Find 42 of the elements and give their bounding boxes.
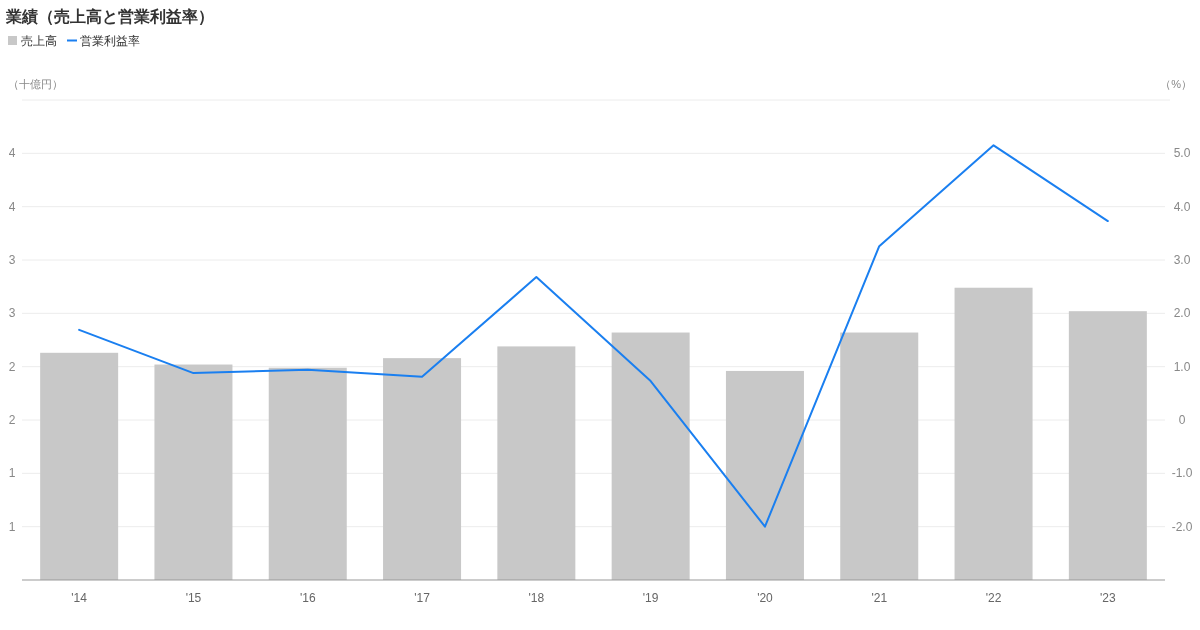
y2-tick-label: 4.0: [1173, 199, 1191, 214]
y-tick-label: 1: [8, 466, 16, 481]
y-tick-label: 4: [8, 146, 16, 161]
x-tick-label: '17: [414, 591, 431, 605]
x-tick-label: '20: [757, 591, 774, 605]
chart-title: 業績（売上高と営業利益率）: [5, 7, 214, 26]
y-axis-title: （十億円）: [8, 78, 63, 90]
y2-tick-label: -2.0: [1171, 519, 1193, 534]
y-tick-label: 1: [8, 519, 16, 534]
x-tick-label: '14: [71, 591, 88, 605]
y2-tick-label: 3.0: [1173, 253, 1191, 267]
x-tick-label: '23: [1100, 591, 1116, 605]
y-tick-label: 2: [8, 359, 16, 374]
bar: [1068, 311, 1147, 580]
y2-tick-label: 2.0: [1173, 306, 1191, 321]
x-tick-label: '18: [528, 591, 545, 605]
y2-tick-label: -1.0: [1171, 466, 1193, 481]
bar: [954, 287, 1033, 580]
x-tick-label: '21: [871, 591, 888, 605]
bar: [840, 332, 919, 580]
x-tick-label: '19: [642, 591, 659, 605]
legend-label: 売上高: [21, 34, 57, 48]
x-tick-label: '16: [299, 591, 316, 605]
bar: [40, 352, 119, 580]
x-tick-label: '15: [185, 591, 202, 605]
y2-tick-label: 1.0: [1173, 359, 1191, 374]
y2-tick-label: 5.0: [1173, 146, 1191, 161]
x-tick-label: '22: [985, 591, 1002, 605]
bar: [268, 367, 347, 580]
y-tick-label: 4: [8, 199, 16, 214]
legend-label: 営業利益率: [80, 34, 140, 48]
bar: [154, 364, 233, 580]
bar: [611, 332, 690, 580]
line-series: [78, 144, 1109, 528]
y2-axis-title: （%）: [1160, 78, 1192, 90]
y-tick-label: 2: [8, 413, 16, 427]
bar: [383, 358, 462, 580]
y2-tick-label: 0: [1178, 413, 1186, 427]
y-tick-label: 3: [8, 306, 16, 321]
bar: [725, 370, 804, 580]
y-tick-label: 3: [8, 253, 16, 267]
bar: [497, 346, 576, 580]
